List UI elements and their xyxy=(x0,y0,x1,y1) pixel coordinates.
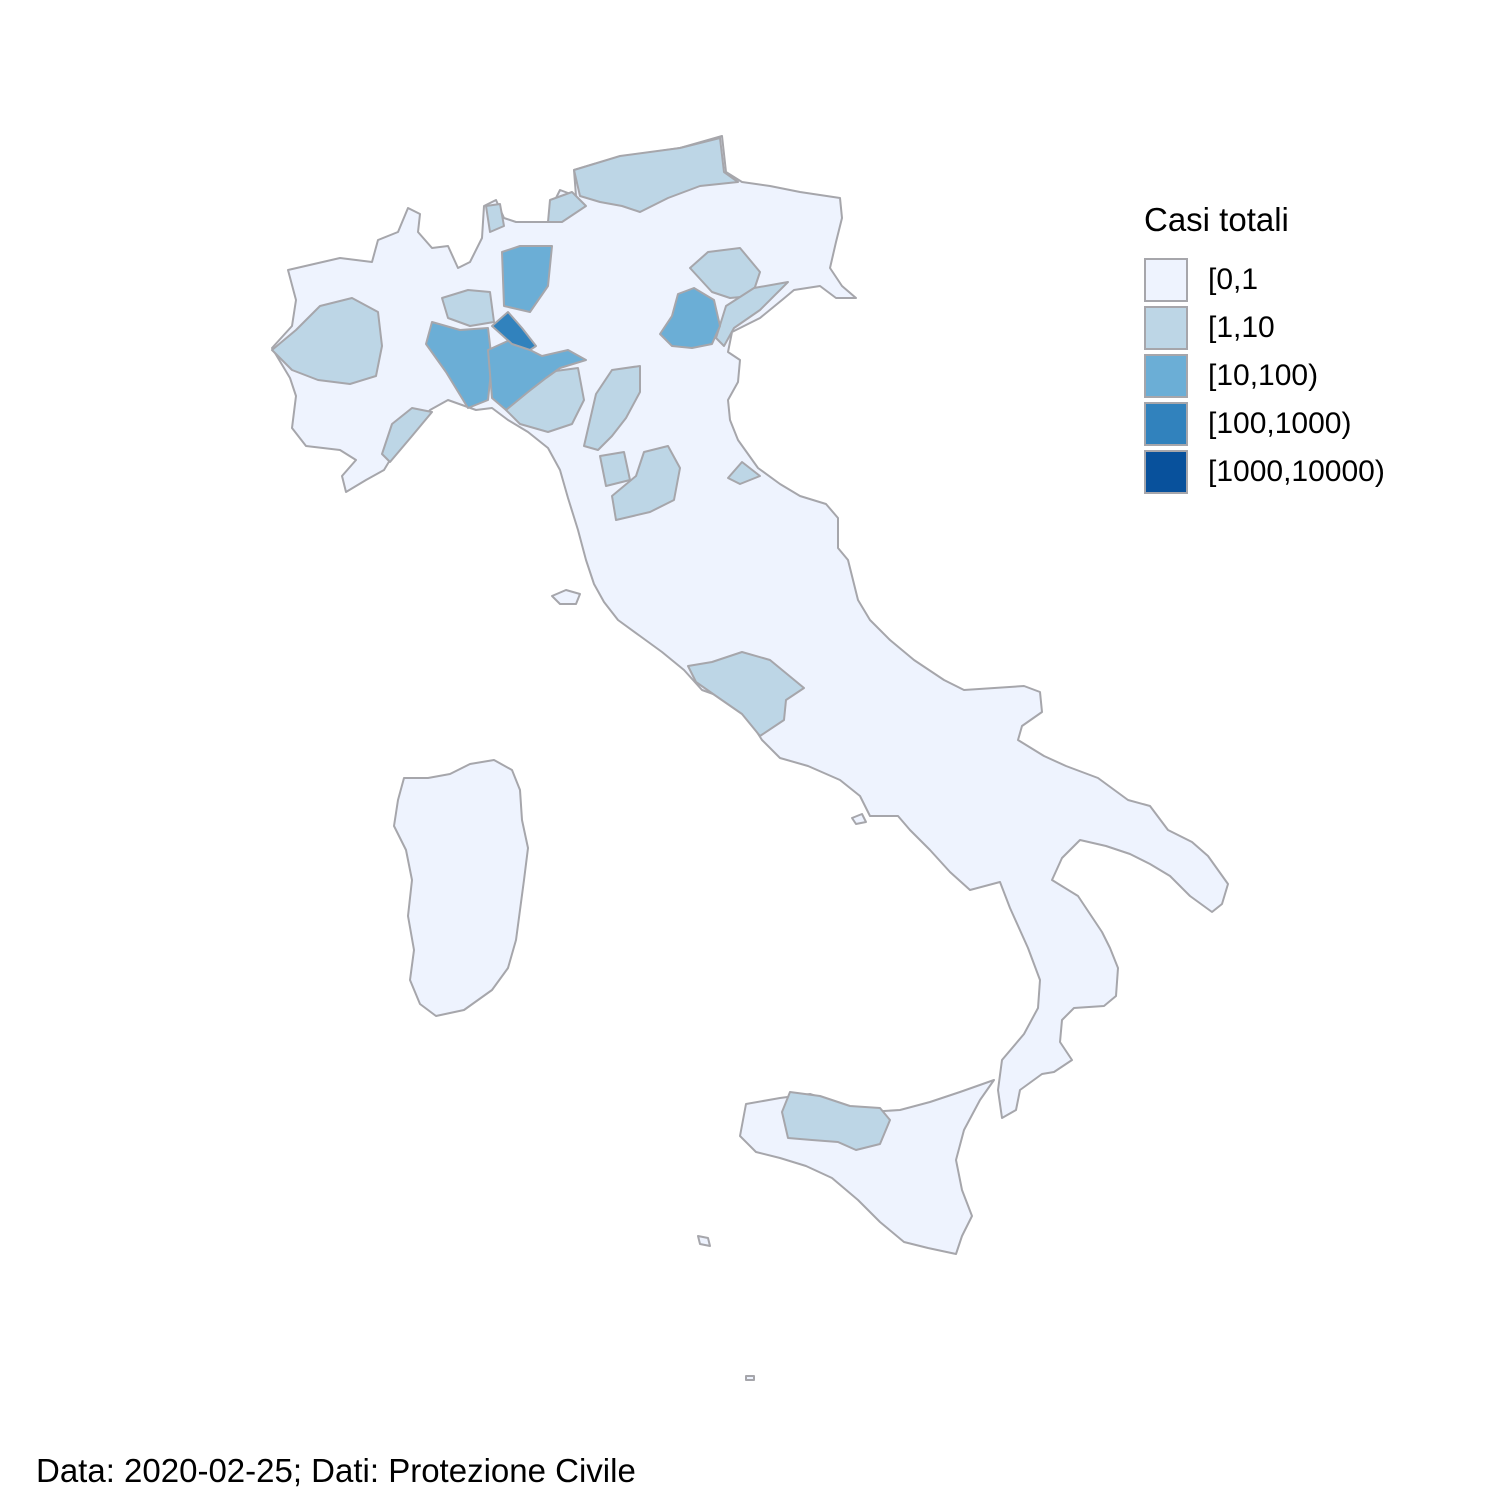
legend: Casi totali [0,1 [1,10 [10,100) [100,100… xyxy=(1144,200,1385,496)
province-rimini xyxy=(727,461,761,485)
legend-label: [10,100) xyxy=(1208,359,1319,392)
province-savona xyxy=(381,407,433,463)
province-pistoia xyxy=(599,451,631,487)
province-padova xyxy=(659,287,721,349)
province-firenze xyxy=(611,445,681,521)
province-varese xyxy=(441,289,495,327)
province-sondrio-north xyxy=(485,203,505,233)
lampedusa-island xyxy=(745,1375,755,1381)
legend-label: [100,1000) xyxy=(1208,407,1352,440)
legend-item: [100,1000) xyxy=(1144,400,1385,448)
source-caption: Data: 2020-02-25; Dati: Protezione Civil… xyxy=(36,1452,636,1489)
legend-title: Casi totali xyxy=(1144,201,1289,238)
legend-swatch xyxy=(1144,306,1188,350)
province-treviso xyxy=(689,247,761,299)
province-modena xyxy=(583,365,641,451)
province-trento-west xyxy=(547,191,587,223)
legend-swatch xyxy=(1144,354,1188,398)
legend-item: [1000,10000) xyxy=(1144,448,1385,496)
province-roma xyxy=(687,651,805,737)
legend-item: [0,1 xyxy=(1144,256,1385,304)
province-lodi-core xyxy=(491,311,537,351)
ischia-island xyxy=(851,813,867,825)
elba-island xyxy=(551,589,581,605)
sicily xyxy=(739,1079,995,1255)
province-palermo xyxy=(781,1091,891,1151)
legend-swatch xyxy=(1144,258,1188,302)
pantelleria-island xyxy=(697,1235,711,1247)
sardinia xyxy=(393,759,529,1017)
legend-label: [1000,10000) xyxy=(1208,455,1385,488)
legend-label: [1,10 xyxy=(1208,311,1275,344)
legend-swatch xyxy=(1144,402,1188,446)
province-cremona xyxy=(487,339,587,411)
province-lodi xyxy=(425,321,493,409)
province-venezia xyxy=(715,281,789,347)
legend-item: [10,100) xyxy=(1144,352,1385,400)
legend-swatch xyxy=(1144,450,1188,494)
legend-items: [0,1 [1,10 [10,100) [100,1000) [1000,100… xyxy=(1144,256,1385,496)
province-bolzano xyxy=(573,137,739,213)
legend-item: [1,10 xyxy=(1144,304,1385,352)
legend-label: [0,1 xyxy=(1208,263,1259,296)
province-aosta xyxy=(271,297,383,385)
province-bergamo xyxy=(501,245,553,313)
